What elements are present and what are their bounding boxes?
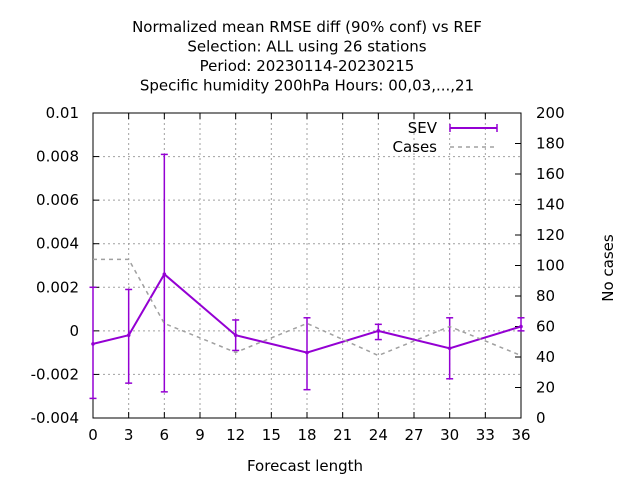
y2-tick-label: 80 (536, 287, 555, 305)
y2-tick-label: 100 (536, 257, 565, 275)
data-point (305, 350, 309, 355)
x-tick-label: 6 (160, 426, 170, 444)
chart-title-line: Specific humidity 200hPa Hours: 00,03,..… (140, 77, 474, 95)
y2-tick-label: 160 (536, 165, 565, 183)
legend-label-sev: SEV (408, 119, 438, 137)
y-tick-label: 0.01 (46, 104, 79, 122)
data-point (126, 333, 131, 338)
x-tick-label: 15 (262, 426, 281, 444)
y-tick-label: -0.002 (31, 365, 79, 383)
data-point (162, 272, 167, 277)
x-tick-label: 18 (297, 426, 316, 444)
data-point (91, 342, 95, 346)
series-line-sev (92, 272, 522, 354)
y2-tick-label: 180 (536, 135, 565, 153)
chart-title-line: Selection: ALL using 26 stations (187, 38, 426, 56)
y2-tick-label: 60 (536, 318, 555, 336)
x-tick-label: 3 (124, 426, 134, 444)
y-tick-label: 0 (69, 322, 79, 340)
y-tick-label: 0.008 (36, 148, 79, 166)
legend-label-cases: Cases (392, 138, 437, 156)
y-tick-label: 0.006 (36, 191, 79, 209)
y2-tick-label: 40 (536, 348, 555, 366)
y-tick-label: -0.004 (31, 409, 79, 427)
chart-title: Normalized mean RMSE diff (90% conf) vs … (132, 18, 482, 95)
x-tick-label: 36 (511, 426, 530, 444)
x-tick-label: 21 (333, 426, 352, 444)
data-point (447, 346, 452, 351)
series-line-cases (93, 258, 522, 357)
y2-tick-label: 0 (536, 409, 546, 427)
y-tick-label: 0.004 (36, 235, 79, 253)
x-tick-label: 24 (369, 426, 388, 444)
x-tick-label: 33 (476, 426, 495, 444)
y-tick-label: 0.002 (36, 278, 79, 296)
chart-title-line: Period: 20230114-20230215 (200, 57, 415, 75)
data-point (519, 324, 523, 329)
y2-tick-label: 20 (536, 379, 555, 397)
y2-axis-label: No cases (599, 234, 617, 302)
x-axis-label: Forecast length (247, 457, 363, 475)
y2-tick-label: 200 (536, 104, 565, 122)
x-tick-label: 27 (404, 426, 423, 444)
series (89, 153, 525, 400)
x-tick-label: 12 (226, 426, 245, 444)
x-tick-label: 0 (88, 426, 98, 444)
y2-tick-label: 140 (536, 196, 565, 214)
chart-title-line: Normalized mean RMSE diff (90% conf) vs … (132, 18, 482, 36)
x-tick-label: 9 (195, 426, 205, 444)
y2-tick-label: 120 (536, 226, 565, 244)
x-tick-label: 30 (440, 426, 459, 444)
ticks: 0 3 6 9 12 15 18 21 24 27 30 33 36-0.004-0.00200.002… (31, 104, 565, 444)
data-point (376, 329, 381, 333)
data-point (233, 333, 238, 338)
